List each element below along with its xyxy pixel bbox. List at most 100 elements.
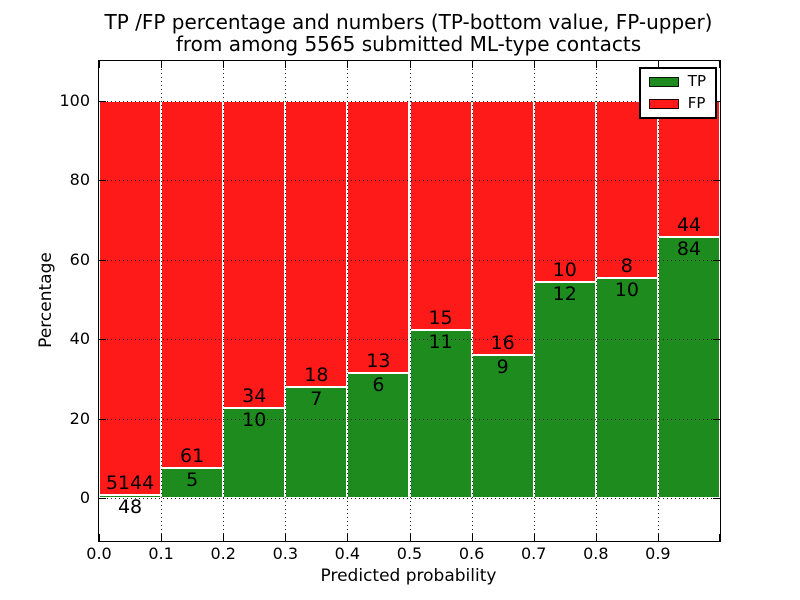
bar-segment-tp	[99, 494, 162, 499]
x-tick-label: 0.5	[396, 544, 423, 563]
chart-title: TP /FP percentage and numbers (TP-bottom…	[98, 11, 719, 55]
x-tick-label: 0.6	[458, 544, 485, 563]
bar-label-fp: 44	[676, 214, 702, 237]
bar-label-tp: 5	[186, 469, 199, 492]
x-tick-mark-top	[471, 61, 473, 68]
x-tick-mark	[285, 534, 287, 541]
bar-label-tp: 10	[242, 409, 267, 432]
bar-label-tp: 6	[372, 373, 385, 396]
legend-item-tp: TP	[648, 72, 706, 90]
gridline-vertical	[161, 61, 163, 541]
bar-segment-tp	[533, 281, 596, 499]
y-tick-mark	[99, 259, 106, 261]
y-tick-label: 60	[69, 249, 90, 269]
x-tick-mark	[719, 534, 720, 541]
bar-segment-tp	[409, 330, 472, 499]
x-tick-mark-top	[285, 61, 287, 68]
x-tick-mark	[347, 534, 349, 541]
bar-label-tp: 10	[614, 278, 639, 301]
x-tick-mark	[595, 534, 597, 541]
y-tick-mark-right	[713, 418, 720, 420]
x-tick-label: 0.4	[334, 544, 361, 563]
legend-swatch-tp-icon	[648, 76, 679, 87]
bar-label-fp: 5144	[105, 471, 155, 494]
x-tick-mark-top	[347, 61, 349, 68]
bar-label-fp: 16	[490, 332, 515, 355]
bar-label-fp: 13	[366, 349, 391, 372]
x-tick-label: 0.1	[148, 544, 174, 563]
bar-label-fp: 18	[304, 364, 329, 387]
gridline-vertical	[657, 61, 659, 541]
bar-segment-fp	[657, 100, 720, 238]
bar-segment-fp	[595, 100, 658, 278]
legend: TP FP	[638, 67, 717, 119]
legend-item-fp: FP	[648, 94, 706, 112]
y-tick-mark	[99, 180, 106, 182]
bar-label-tp: 12	[552, 282, 577, 305]
gridline-vertical	[595, 61, 597, 541]
bar-segment-tp	[285, 387, 348, 499]
chart-title-line1: TP /FP percentage and numbers (TP-bottom…	[104, 10, 713, 34]
plot-area: TP FP 5144 48 61 5 34 10 18 7 13 6 15 11 16 9 10 12 8 10 4…	[98, 60, 721, 542]
y-tick-label: 100	[59, 90, 90, 110]
bar-label-fp: 61	[180, 445, 205, 468]
bar-segment-fp	[285, 100, 348, 388]
x-tick-mark	[471, 534, 473, 541]
x-tick-mark-top	[223, 61, 225, 68]
x-tick-mark-top	[533, 61, 535, 68]
x-tick-mark	[223, 534, 225, 541]
bar-label-fp: 8	[620, 254, 633, 277]
bar-label-tp: 84	[676, 238, 702, 261]
y-tick-label: 0	[79, 488, 90, 508]
bar-label-fp: 15	[428, 307, 453, 330]
x-tick-mark-top	[719, 61, 720, 68]
x-tick-label: 0.0	[86, 544, 112, 563]
legend-label-tp: TP	[687, 72, 706, 90]
x-tick-mark-top	[99, 61, 100, 68]
bar-segment-tp	[595, 277, 658, 499]
bar-segment-fp	[161, 100, 224, 469]
y-tick-mark	[99, 100, 106, 102]
gridline-vertical	[409, 61, 411, 541]
legend-label-fp: FP	[687, 94, 706, 112]
y-tick-mark-right	[713, 498, 720, 500]
bar-label-tp: 11	[428, 331, 453, 354]
bar-label-tp: 48	[117, 495, 143, 518]
y-tick-mark-right	[713, 339, 720, 341]
x-tick-label: 0.9	[645, 544, 671, 563]
gridline-vertical	[285, 61, 287, 541]
gridline-vertical	[533, 61, 535, 541]
gridline-vertical	[223, 61, 225, 541]
x-tick-label: 0.2	[210, 544, 236, 563]
x-tick-mark-top	[409, 61, 411, 68]
bar-segment-fp	[533, 100, 596, 282]
bar-label-fp: 10	[552, 258, 577, 281]
bar-segment-fp	[409, 100, 472, 331]
x-tick-mark	[99, 534, 100, 541]
gridline-vertical	[347, 61, 349, 541]
bar-label-tp: 7	[310, 388, 323, 411]
bar-segment-tp	[347, 372, 410, 499]
bar-segment-tp	[657, 237, 720, 499]
bar-segment-fp	[347, 100, 410, 373]
x-tick-mark-top	[657, 61, 659, 68]
x-tick-label: 0.3	[272, 544, 299, 563]
bar-label-fp: 34	[242, 385, 267, 408]
gridline-vertical	[471, 61, 473, 541]
x-tick-mark-top	[595, 61, 597, 68]
x-axis-label: Predicted probability	[320, 566, 497, 586]
chart-title-line2: from among 5565 submitted ML-type contac…	[175, 32, 642, 56]
bar-segment-tp	[161, 468, 224, 499]
x-tick-label: 0.8	[583, 544, 609, 563]
y-tick-mark	[99, 498, 106, 500]
x-tick-mark-top	[161, 61, 163, 68]
y-tick-mark	[99, 418, 106, 420]
y-tick-mark-right	[713, 259, 720, 261]
y-tick-label: 20	[69, 408, 90, 428]
bar-segment-fp	[471, 100, 534, 356]
bar-segment-fp	[223, 100, 286, 409]
bar-segment-fp	[99, 100, 162, 495]
y-tick-mark	[99, 339, 106, 341]
x-tick-mark	[161, 534, 163, 541]
